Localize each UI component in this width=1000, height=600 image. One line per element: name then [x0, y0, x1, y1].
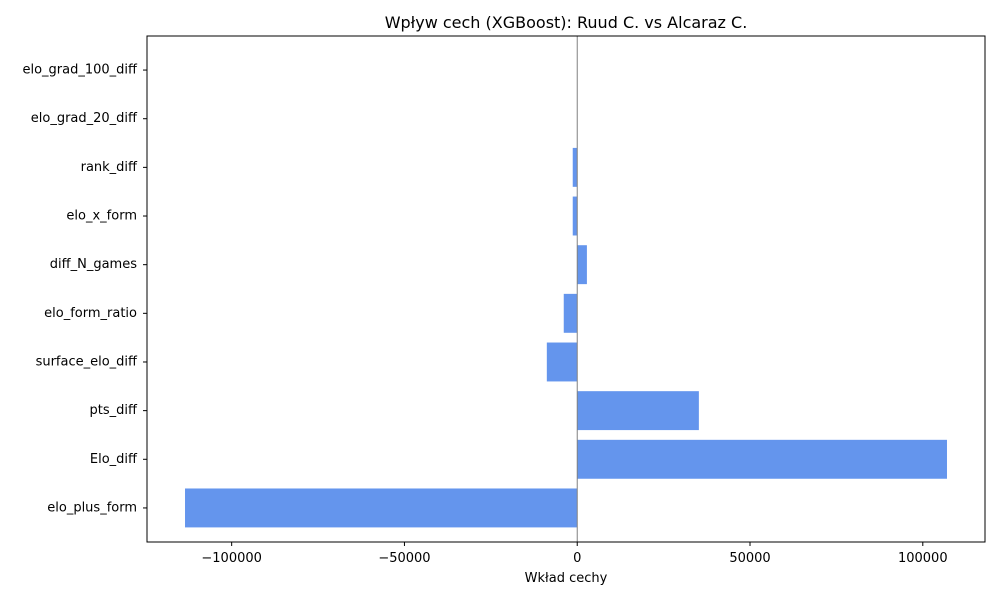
y-tick-label: elo_grad_20_diff — [31, 111, 138, 126]
y-tick-label: pts_diff — [90, 403, 138, 418]
y-tick-label: elo_grad_100_diff — [22, 63, 138, 78]
x-tick-label: 0 — [573, 551, 581, 566]
bar-elo_x_form — [572, 196, 578, 236]
x-axis-label: Wkład cechy — [525, 571, 608, 586]
y-tick-label: rank_diff — [81, 160, 138, 175]
x-axis: −100000 −50000 0 50000 100000 — [201, 542, 948, 566]
bar-Elo_diff — [577, 439, 947, 479]
y-tick-label: elo_plus_form — [47, 500, 137, 515]
y-axis: elo_plus_form Elo_diff pts_diff surface_elo… — [22, 63, 147, 515]
y-tick-label: diff_N_games — [50, 257, 137, 272]
y-tick-label: elo_form_ratio — [44, 306, 137, 321]
chart-title: Wpływ cech (XGBoost): Ruud C. vs Alcaraz… — [385, 13, 748, 32]
bar-diff_N_games — [577, 245, 587, 285]
bar-rank_diff — [572, 147, 578, 187]
x-tick-label: −50000 — [378, 551, 430, 566]
x-tick-label: −100000 — [201, 551, 262, 566]
bar-surface_elo_diff — [546, 342, 578, 382]
bar-pts_diff — [577, 391, 699, 431]
y-tick-label: surface_elo_diff — [36, 354, 138, 369]
plot-frame — [146, 35, 986, 543]
bar-elo_plus_form — [185, 488, 578, 528]
bar-elo_form_ratio — [563, 293, 578, 333]
x-tick-label: 50000 — [729, 551, 770, 566]
y-tick-label: Elo_diff — [90, 452, 138, 467]
y-tick-label: elo_x_form — [66, 209, 137, 224]
bars-layer — [185, 147, 947, 528]
x-tick-label: 100000 — [898, 551, 948, 566]
